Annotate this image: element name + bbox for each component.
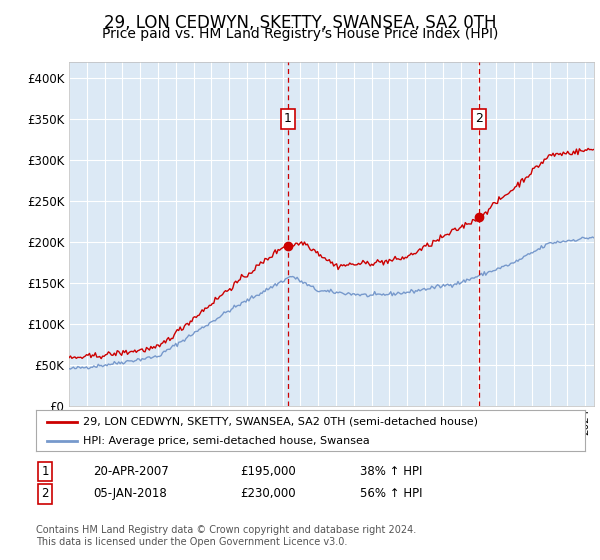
Text: 1: 1 — [284, 113, 292, 125]
Text: 05-JAN-2018: 05-JAN-2018 — [93, 487, 167, 501]
Text: 2: 2 — [41, 487, 49, 501]
Text: Contains HM Land Registry data © Crown copyright and database right 2024.
This d: Contains HM Land Registry data © Crown c… — [36, 525, 416, 547]
Text: HPI: Average price, semi-detached house, Swansea: HPI: Average price, semi-detached house,… — [83, 436, 370, 446]
Text: £230,000: £230,000 — [240, 487, 296, 501]
Text: 29, LON CEDWYN, SKETTY, SWANSEA, SA2 0TH: 29, LON CEDWYN, SKETTY, SWANSEA, SA2 0TH — [104, 14, 496, 32]
Text: 2: 2 — [475, 113, 482, 125]
Text: £195,000: £195,000 — [240, 465, 296, 478]
Text: 38% ↑ HPI: 38% ↑ HPI — [360, 465, 422, 478]
Text: 29, LON CEDWYN, SKETTY, SWANSEA, SA2 0TH (semi-detached house): 29, LON CEDWYN, SKETTY, SWANSEA, SA2 0TH… — [83, 417, 478, 427]
Text: 56% ↑ HPI: 56% ↑ HPI — [360, 487, 422, 501]
Text: 20-APR-2007: 20-APR-2007 — [93, 465, 169, 478]
Text: Price paid vs. HM Land Registry's House Price Index (HPI): Price paid vs. HM Land Registry's House … — [102, 27, 498, 41]
Text: 1: 1 — [41, 465, 49, 478]
